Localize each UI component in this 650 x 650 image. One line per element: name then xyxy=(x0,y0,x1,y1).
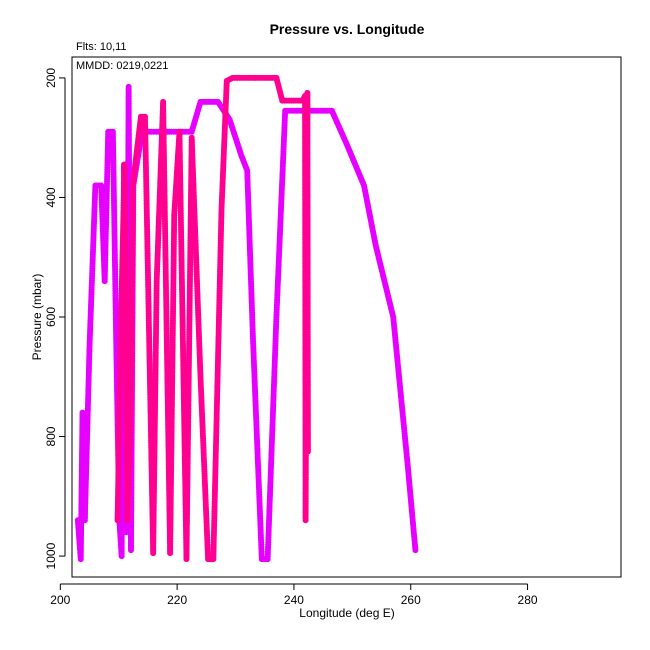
x-tick-label: 200 xyxy=(50,593,70,607)
data-point xyxy=(304,448,311,455)
data-points xyxy=(74,74,419,563)
y-tick-label: 200 xyxy=(44,68,58,88)
data-point xyxy=(412,547,419,554)
y-tick-label: 1000 xyxy=(44,542,58,569)
x-axis-label: Longitude (deg E) xyxy=(299,606,394,620)
date-annotation: MMDD: 0219,0221 xyxy=(76,60,168,72)
series-2 xyxy=(114,74,311,563)
x-tick-label: 240 xyxy=(284,593,304,607)
y-axis-label: Pressure (mbar) xyxy=(30,274,44,361)
y-tick-label: 400 xyxy=(44,187,58,207)
y-tick-label: 800 xyxy=(44,426,58,446)
x-tick-label: 280 xyxy=(518,593,538,607)
y-tick-label: 600 xyxy=(44,307,58,327)
x-tick-label: 220 xyxy=(167,593,187,607)
x-tick-label: 260 xyxy=(401,593,421,607)
flights-annotation: Flts: 10,11 xyxy=(76,41,127,53)
chart-title: Pressure vs. Longitude xyxy=(270,21,425,37)
